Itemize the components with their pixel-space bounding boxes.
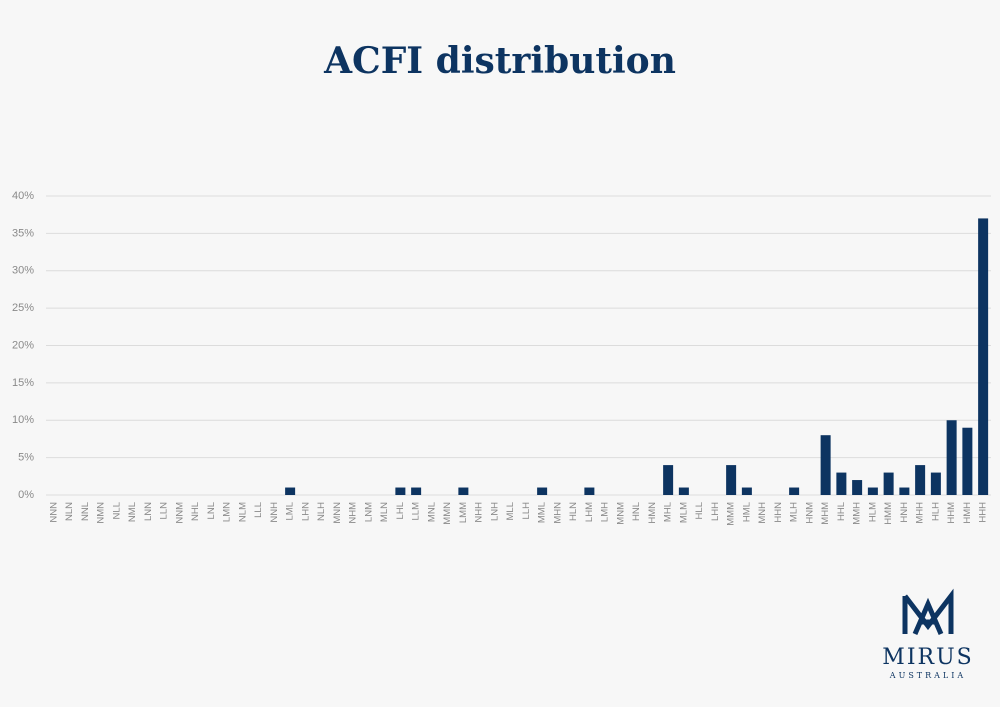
x-tick-label: HMM — [883, 502, 894, 525]
y-tick-label: 20% — [12, 339, 34, 351]
y-tick-label: 10% — [12, 414, 34, 426]
y-tick-label: 40% — [12, 190, 34, 202]
x-tick-label: HHN — [773, 502, 784, 523]
bar — [663, 465, 674, 495]
x-tick-label: LHM — [584, 502, 595, 522]
x-tick-label: LMM — [458, 502, 469, 523]
x-tick-label: MHM — [820, 502, 831, 525]
x-tick-label: HNL — [631, 502, 642, 521]
logo-monogram — [902, 588, 954, 635]
y-tick-label: 30% — [12, 265, 34, 277]
y-tick-label: 0% — [18, 489, 34, 501]
bar — [537, 487, 548, 495]
x-tick-label: NNM — [174, 502, 185, 524]
bar — [867, 487, 878, 495]
bar — [883, 472, 894, 495]
x-tick-label: MML — [537, 502, 548, 523]
bar — [946, 420, 957, 495]
x-tick-label: LLL — [253, 502, 264, 518]
x-tick-label: MMH — [852, 502, 863, 525]
x-tick-label: NLH — [316, 502, 327, 521]
bar — [395, 487, 406, 495]
bar — [915, 465, 926, 495]
x-tick-label: HLM — [867, 502, 878, 522]
x-tick-label: MMM — [726, 502, 737, 526]
logo-name: MIRUS — [882, 645, 973, 670]
x-tick-label: NNH — [269, 502, 280, 523]
x-tick-label: HHM — [946, 502, 957, 524]
bar — [852, 480, 863, 495]
x-tick-label: LLN — [159, 502, 170, 520]
bar — [930, 472, 941, 495]
x-tick-label: LLH — [521, 502, 532, 520]
x-tick-label: NHH — [474, 502, 485, 523]
x-tick-label: LML — [285, 502, 296, 520]
x-tick-label: LHH — [710, 502, 721, 521]
x-tick-label: NNN — [48, 502, 59, 523]
x-tick-label: NLM — [237, 502, 248, 522]
x-tick-label: MHL — [663, 502, 674, 522]
x-tick-label: MHN — [552, 502, 563, 524]
x-tick-label: LNN — [143, 502, 154, 521]
x-tick-label: MLL — [505, 502, 516, 520]
x-tick-label: HHH — [978, 502, 989, 523]
x-tick-label: LNL — [206, 502, 217, 519]
x-tick-label: LNH — [489, 502, 500, 521]
bar — [584, 487, 595, 495]
x-tick-label: HNM — [804, 502, 815, 524]
x-tick-label: HLN — [568, 502, 579, 521]
bar — [285, 487, 296, 495]
x-tick-label: LNM — [363, 502, 374, 522]
bar — [741, 487, 752, 495]
x-tick-label: MNH — [757, 502, 768, 524]
x-tick-label: NML — [127, 502, 138, 522]
bar — [411, 487, 422, 495]
y-tick-label: 15% — [12, 377, 34, 389]
x-tick-label: HLL — [694, 502, 705, 519]
bar — [789, 487, 800, 495]
x-tick-label: HLH — [930, 502, 941, 521]
x-tick-label: HML — [741, 502, 752, 522]
bar — [978, 218, 989, 496]
x-tick-label: NLL — [111, 502, 122, 519]
y-tick-label: 35% — [12, 227, 34, 239]
x-tick-label: LHL — [395, 502, 406, 519]
x-tick-label: NHM — [348, 502, 359, 524]
logo-subtitle: AUSTRALIA — [889, 671, 966, 680]
x-tick-label: MNL — [426, 502, 437, 522]
bar — [726, 465, 737, 495]
x-tick-label: NHL — [190, 502, 201, 521]
x-tick-label: NNL — [80, 502, 91, 521]
x-tick-label: MLN — [379, 502, 390, 522]
x-tick-label: LLM — [411, 502, 422, 521]
bar — [458, 487, 469, 495]
x-tick-label: MNM — [615, 502, 626, 525]
x-tick-label: HMH — [962, 502, 973, 524]
bar — [820, 435, 831, 495]
x-tick-label: LMN — [222, 502, 233, 522]
x-tick-label: NMN — [96, 502, 107, 524]
x-tick-label: HHL — [836, 502, 847, 521]
x-tick-label: MNN — [332, 502, 343, 524]
y-tick-label: 5% — [18, 452, 34, 464]
x-tick-label: LMH — [600, 502, 611, 522]
y-tick-label: 25% — [12, 302, 34, 314]
x-tick-label: MLM — [678, 502, 689, 523]
x-tick-label: MLH — [789, 502, 800, 522]
bar — [836, 472, 847, 495]
x-tick-label: MMN — [442, 502, 453, 525]
x-tick-label: NLN — [64, 502, 75, 521]
x-tick-label: MHH — [915, 502, 926, 524]
x-tick-label: HNH — [899, 502, 910, 523]
x-tick-label: HMN — [647, 502, 658, 524]
bar — [962, 427, 973, 495]
logo: MIRUS AUSTRALIA — [882, 588, 973, 680]
bar — [678, 487, 689, 495]
chart-title: ACFI distribution — [323, 40, 676, 82]
x-tick-label: LHN — [300, 502, 311, 521]
bar — [899, 487, 910, 495]
